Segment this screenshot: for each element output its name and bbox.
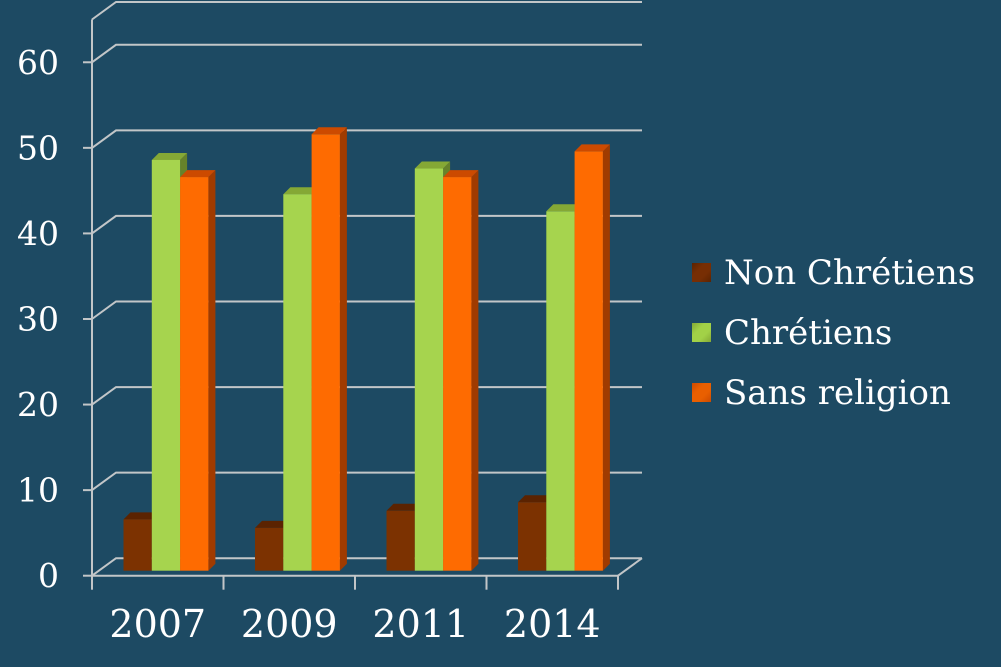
- bar-sans-religion-2011-top: [443, 170, 479, 178]
- bar-chr-tiens-2014-front: [546, 211, 575, 571]
- bar-sans-religion-2011-side: [471, 170, 479, 571]
- bar-sans-religion-2011-front: [443, 177, 472, 571]
- legend-item-sans-religion: Sans religion: [692, 372, 975, 413]
- bar-non-chr-tiens-2014-top: [518, 495, 554, 503]
- x-axis-label-2011: 2011: [372, 602, 469, 646]
- bar-non-chr-tiens-2011-front: [386, 510, 415, 571]
- legend: Non Chrétiens Chrétiens Sans religion: [692, 252, 975, 432]
- legend-item-non-chretiens: Non Chrétiens: [692, 252, 975, 293]
- bar-sans-religion-2009-side: [339, 127, 347, 571]
- wall-top-edge: [91, 1, 642, 21]
- bar-sans-religion-2014-side: [602, 144, 610, 571]
- x-axis-label-2007: 2007: [109, 602, 206, 646]
- bar-non-chr-tiens-2009-top: [255, 520, 291, 528]
- y-axis-label-50: 50: [17, 128, 59, 167]
- legend-swatch-non-chretiens: [692, 263, 711, 282]
- bar-chr-tiens-2009-front: [283, 194, 312, 571]
- legend-item-chretiens: Chrétiens: [692, 312, 975, 353]
- y-axis-label-0: 0: [38, 556, 59, 595]
- bar-sans-religion-2014-top: [574, 144, 610, 152]
- legend-label-non-chretiens: Non Chrétiens: [724, 252, 976, 293]
- bar-chr-tiens-2007-top: [151, 153, 188, 160]
- gridline-60: [91, 43, 642, 64]
- bar-non-chr-tiens-2007-front: [123, 519, 152, 571]
- bar-non-chr-tiens-2007-top: [123, 512, 159, 520]
- bar-chr-tiens-2014-top: [546, 204, 582, 212]
- bar-non-chr-tiens-2014-front: [518, 502, 547, 571]
- y-axis-label-20: 20: [17, 385, 59, 424]
- bar-sans-religion-2007-side: [208, 170, 216, 571]
- gridline-50: [91, 129, 642, 149]
- bar-chr-tiens-2011-top: [414, 161, 451, 169]
- x-axis-label-2014: 2014: [504, 602, 601, 646]
- bar-sans-religion-2009-front: [311, 134, 340, 571]
- y-axis-label-10: 10: [17, 471, 59, 510]
- x-axis-label-2009: 2009: [241, 602, 338, 646]
- y-axis-label-60: 60: [17, 43, 59, 82]
- bar-sans-religion-2009-top: [311, 127, 347, 135]
- legend-swatch-sans-religion: [692, 383, 711, 402]
- y-axis-label-40: 40: [17, 214, 59, 253]
- bar-chr-tiens-2007-front: [151, 159, 181, 571]
- floor-right-edge: [617, 557, 643, 577]
- legend-label-chretiens: Chrétiens: [724, 312, 893, 353]
- bar-sans-religion-2014-front: [574, 151, 603, 571]
- legend-label-sans-religion: Sans religion: [724, 372, 951, 413]
- bar-chr-tiens-2011-front: [414, 168, 444, 571]
- bar-non-chr-tiens-2011-top: [386, 503, 422, 511]
- bar-sans-religion-2007-front: [180, 177, 209, 571]
- bar-chr-tiens-2009-top: [283, 187, 319, 195]
- bar-sans-religion-2007-top: [180, 170, 216, 178]
- y-axis-label-30: 30: [17, 299, 59, 338]
- bar-non-chr-tiens-2009-front: [255, 527, 284, 571]
- legend-swatch-chretiens: [692, 323, 711, 342]
